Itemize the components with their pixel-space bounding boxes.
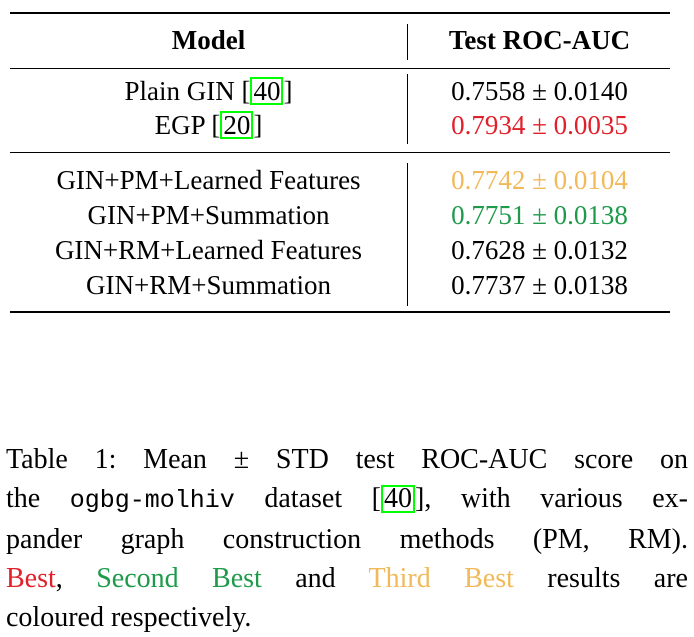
dataset-name: ogbg-molhiv [69, 486, 235, 515]
citation-link[interactable]: 40 [250, 77, 284, 105]
citation-link[interactable]: 20 [220, 111, 254, 139]
citation-link[interactable]: 40 [381, 485, 416, 513]
row-score-gin-pm-summation: 0.7751 ± 0.0138 [451, 200, 628, 230]
row-model-egp: EGP [20] [154, 110, 263, 140]
row-score-gin-rm-learned: 0.7628 ± 0.0132 [451, 235, 628, 265]
row-model-gin-pm-summation: GIN+PM+Summation [87, 200, 330, 230]
row-score-gin-pm-learned: 0.7742 ± 0.0104 [451, 165, 628, 195]
caption-line: coloured respectively. [6, 602, 252, 633]
group-rule [10, 152, 670, 154]
group1-column-divider [407, 74, 409, 144]
legend-second-best: Second Best [96, 563, 262, 594]
header-model: Model [171, 25, 246, 55]
header-column-divider [407, 24, 409, 60]
legend-best: Best [6, 563, 56, 594]
bottom-rule [10, 311, 670, 313]
row-model-plain-gin: Plain GIN [40] [124, 76, 293, 106]
caption-line: pander graph construction methods (PM, R… [6, 524, 688, 555]
row-score-plain-gin: 0.7558 ± 0.0140 [451, 76, 628, 106]
top-rule [10, 12, 670, 14]
row-model-gin-rm-summation: GIN+RM+Summation [86, 270, 331, 300]
caption-line: Best, Second Best and Third Best results… [6, 563, 688, 594]
header-test-roc-auc: Test ROC-AUC [448, 25, 631, 55]
row-model-gin-rm-learned: GIN+RM+Learned Features [54, 235, 363, 265]
row-model-gin-pm-learned: GIN+PM+Learned Features [56, 165, 361, 195]
row-score-egp: 0.7934 ± 0.0035 [451, 110, 628, 140]
row-score-gin-rm-summation: 0.7737 ± 0.0138 [451, 270, 628, 300]
group2-column-divider [407, 163, 409, 306]
table-caption: Table 1: Mean ± STD test ROC-AUC score o… [6, 440, 688, 637]
header-rule [10, 68, 670, 70]
caption-line: the ogbg-molhiv dataset [40], with vario… [6, 483, 688, 515]
caption-line: Table 1: Mean ± STD test ROC-AUC score o… [6, 444, 688, 475]
legend-third-best: Third Best [368, 563, 514, 594]
